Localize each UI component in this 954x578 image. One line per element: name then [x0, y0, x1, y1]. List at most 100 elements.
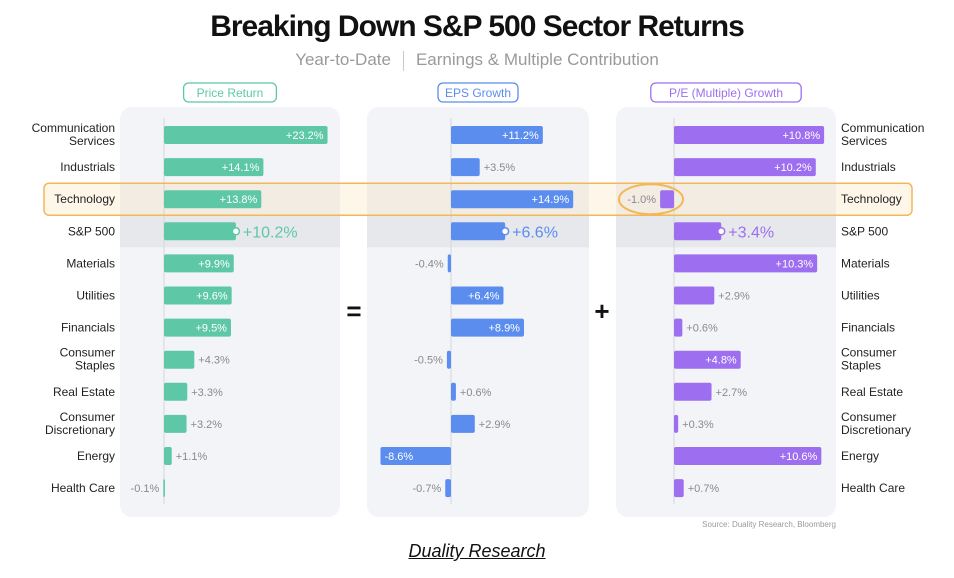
sp500-row-band-pe	[616, 215, 836, 248]
bar-price-utilities	[164, 286, 232, 305]
series-header-pill-pe	[650, 82, 802, 103]
value-label-pe-industrials: +10.2%	[774, 162, 812, 174]
bar-eps-financials	[451, 318, 524, 337]
category-label-left-communication-services: Communication Services	[32, 121, 115, 148]
panel-pe	[616, 107, 836, 517]
category-label-left-materials: Materials	[66, 256, 115, 270]
source-note: Source: Duality Research, Bloomberg	[702, 520, 836, 529]
bar-price-real-estate	[164, 382, 188, 401]
value-label-pe-technology: -1.0%	[627, 194, 656, 206]
category-label-right-health-care: Health Care	[841, 481, 905, 495]
bar-pe-communication-services	[674, 126, 825, 144]
value-label-pe-consumer-staples: +4.8%	[705, 355, 737, 367]
value-label-pe-s-p-500: +3.4%	[728, 224, 774, 241]
value-label-eps-financials: +8.9%	[488, 323, 520, 335]
panel-eps	[367, 107, 589, 517]
bar-price-industrials	[164, 158, 264, 177]
bar-pe-s-p-500	[674, 222, 722, 241]
category-label-right-materials: Materials	[841, 256, 890, 270]
sp500-marker-price	[231, 227, 241, 236]
value-label-pe-communication-services: +10.8%	[782, 130, 820, 142]
category-label-left-s-p-500: S&P 500	[68, 224, 115, 238]
value-label-eps-communication-services: +11.2%	[502, 130, 539, 142]
category-label-left-real-estate: Real Estate	[53, 385, 115, 399]
sp500-marker-eps	[500, 227, 510, 236]
category-label-right-financials: Financials	[841, 321, 895, 335]
chart-title: Breaking Down S&P 500 Sector Returns	[210, 10, 745, 43]
bar-eps-materials	[447, 254, 451, 273]
series-header-pill-eps	[437, 82, 519, 103]
bar-pe-utilities	[674, 286, 715, 305]
value-label-price-real-estate: +3.3%	[191, 387, 223, 399]
value-label-price-consumer-staples: +4.3%	[198, 355, 230, 367]
bar-eps-consumer-discretionary	[451, 414, 475, 433]
category-label-right-consumer-discretionary: Consumer Discretionary	[841, 410, 911, 437]
series-header-pill-price	[182, 82, 278, 103]
technology-pe-callout-circle	[618, 183, 684, 216]
bar-pe-energy	[674, 447, 822, 465]
bar-eps-communication-services	[451, 126, 543, 144]
panel-price	[120, 107, 340, 517]
bar-pe-consumer-discretionary	[674, 414, 679, 433]
value-label-price-energy: +1.1%	[176, 451, 208, 463]
series-header-price: Price Return	[197, 86, 264, 100]
value-label-price-communication-services: +23.2%	[286, 130, 324, 142]
bar-pe-technology	[660, 190, 674, 209]
bar-price-materials	[164, 254, 234, 273]
series-header-pe: P/E (Multiple) Growth	[669, 86, 783, 100]
category-label-left-industrials: Industrials	[60, 160, 115, 174]
value-label-eps-utilities: +6.4%	[468, 291, 500, 303]
bar-pe-consumer-staples	[674, 350, 741, 369]
value-label-pe-consumer-discretionary: +0.3%	[682, 419, 714, 431]
category-label-left-consumer-staples: Consumer Staples	[60, 346, 115, 373]
subtitle-divider	[402, 50, 404, 71]
value-label-pe-health-care: +0.7%	[688, 483, 720, 495]
category-label-left-financials: Financials	[61, 321, 115, 335]
bar-price-health-care	[163, 479, 165, 498]
category-label-left-technology: Technology	[54, 192, 115, 206]
bar-pe-industrials	[674, 158, 816, 177]
value-label-price-s-p-500: +10.2%	[243, 224, 298, 241]
value-label-price-health-care: -0.1%	[131, 483, 160, 495]
bar-eps-industrials	[451, 158, 480, 177]
value-label-price-utilities: +9.6%	[196, 291, 228, 303]
category-label-left-energy: Energy	[77, 449, 115, 463]
category-label-left-consumer-discretionary: Consumer Discretionary	[45, 410, 115, 437]
category-label-right-communication-services: Communication Services	[841, 121, 924, 148]
bar-eps-real-estate	[451, 382, 456, 401]
value-label-price-technology: +13.8%	[220, 194, 258, 206]
value-label-pe-utilities: +2.9%	[718, 291, 750, 303]
value-label-price-materials: +9.9%	[198, 258, 230, 270]
subtitle-period: Year-to-Date	[295, 50, 391, 69]
bar-eps-utilities	[451, 286, 504, 305]
category-label-left-health-care: Health Care	[51, 481, 115, 495]
value-label-pe-energy: +10.6%	[780, 451, 818, 463]
value-label-pe-real-estate: +2.7%	[716, 387, 748, 399]
category-label-right-industrials: Industrials	[841, 160, 896, 174]
chart-subtitle: Year-to-Date Earnings & Multiple Contribu…	[0, 50, 954, 71]
category-label-right-real-estate: Real Estate	[841, 385, 903, 399]
bar-price-technology	[164, 190, 262, 209]
value-label-price-financials: +9.5%	[195, 323, 227, 335]
bar-pe-health-care	[674, 479, 684, 498]
bar-price-energy	[164, 447, 172, 465]
sp500-marker-pe	[717, 227, 726, 236]
credit-link[interactable]: Duality Research	[408, 541, 546, 561]
value-label-eps-consumer-discretionary: +2.9%	[479, 419, 511, 431]
value-label-eps-health-care: -0.7%	[413, 483, 442, 495]
category-label-right-utilities: Utilities	[841, 289, 880, 303]
value-label-price-consumer-discretionary: +3.2%	[191, 419, 223, 431]
bar-price-consumer-discretionary	[164, 414, 187, 433]
bar-pe-materials	[674, 254, 818, 273]
subtitle-description: Earnings & Multiple Contribution	[415, 50, 659, 69]
value-label-price-industrials: +14.1%	[222, 162, 260, 174]
category-label-right-energy: Energy	[841, 449, 879, 463]
bar-eps-health-care	[445, 479, 451, 498]
value-label-eps-real-estate: +0.6%	[460, 387, 492, 399]
category-label-right-s-p-500: S&P 500	[841, 224, 888, 238]
bar-price-consumer-staples	[164, 350, 195, 369]
bar-eps-technology	[451, 190, 574, 209]
value-label-eps-energy: -8.6%	[384, 451, 413, 463]
value-label-eps-consumer-staples: -0.5%	[414, 355, 443, 367]
